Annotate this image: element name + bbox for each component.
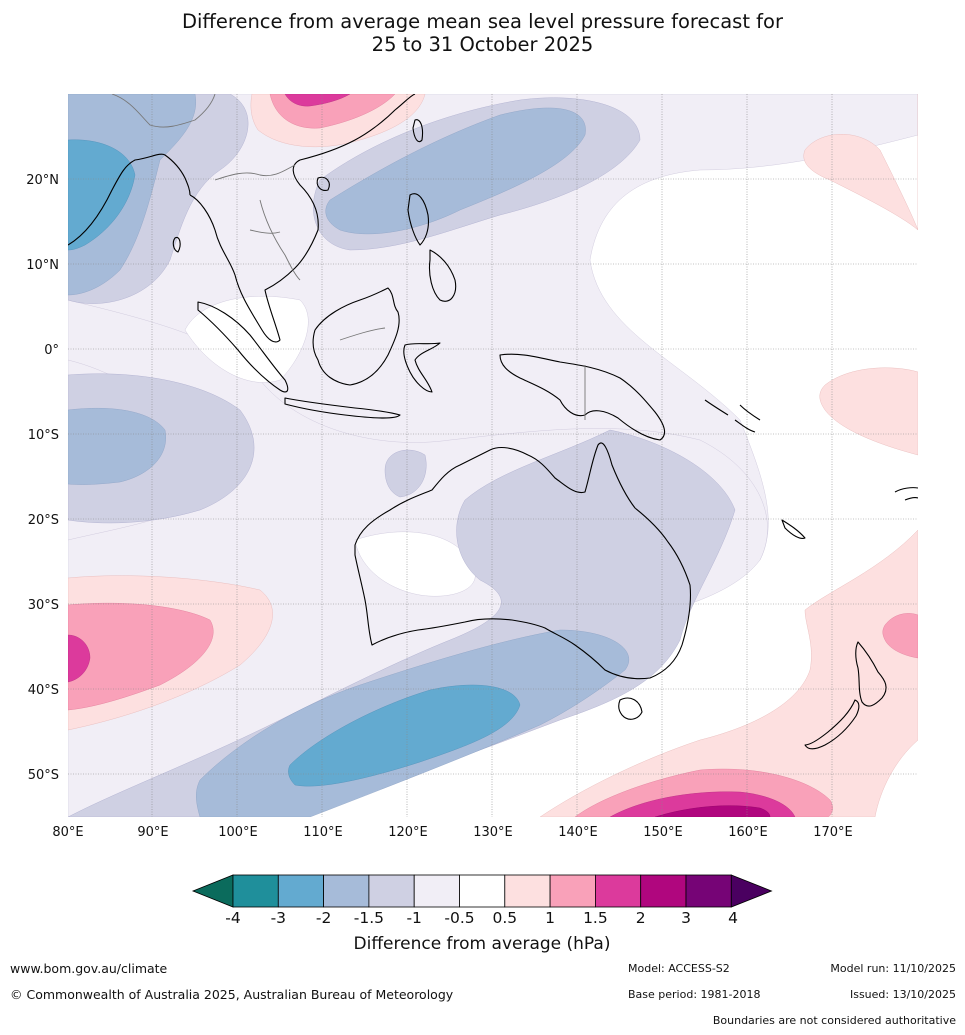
- colorbar-bin: [595, 874, 642, 908]
- anomaly-region-pale-pink-east: [819, 367, 918, 456]
- colorbar-bin: [549, 874, 596, 908]
- title-line-2: 25 to 31 October 2025: [371, 33, 594, 56]
- colorbar-tick-label: -1: [406, 909, 421, 927]
- colorbar-bin: [640, 874, 687, 908]
- coast-fiji: [894, 487, 918, 501]
- anomaly-region-neutral-maritime: [184, 296, 309, 383]
- lat-label-20s: 20°S: [28, 513, 59, 528]
- anomaly-region-pink-east: [882, 613, 918, 659]
- coast-borneo: [312, 287, 400, 386]
- coast-nz-south: [804, 699, 860, 750]
- anomaly-region-magenta-north: [284, 94, 351, 107]
- colorbar-bin: [277, 874, 324, 908]
- coast-australia: [354, 442, 692, 680]
- anomaly-region-pale-pink-ne: [803, 94, 918, 231]
- colorbar-tick-label: -4: [225, 909, 240, 927]
- coast-indochina: [189, 94, 416, 343]
- model-name: Model: ACCESS-S2: [628, 962, 730, 975]
- colorbar-bin: [323, 874, 370, 908]
- lon-label-170e: 170°E: [813, 825, 853, 840]
- copyright-notice: © Commonwealth of Australia 2025, Austra…: [10, 987, 454, 1002]
- lon-label-100e: 100°E: [218, 825, 258, 840]
- anomaly-region-deep-magenta-south: [654, 805, 771, 817]
- coast-india: [68, 153, 191, 246]
- colorbar-tick-label: -2: [316, 909, 331, 927]
- colorbar-tick-label: 2: [636, 909, 646, 927]
- colorbar-extend-high: [730, 874, 773, 908]
- colorbar-tick-label: 3: [681, 909, 691, 927]
- coast-philippines: [407, 193, 457, 302]
- coastlines: [68, 94, 918, 750]
- colorbar-tick-label: 4: [728, 909, 738, 927]
- colorbar-tick-label: 1: [545, 909, 555, 927]
- political-boundaries: [111, 94, 586, 420]
- coast-sri-lanka: [172, 236, 181, 253]
- lon-label-130e: 130°E: [473, 825, 513, 840]
- colorbar-tick-label: 0.5: [492, 909, 517, 927]
- lat-label-0: 0°: [44, 343, 59, 358]
- colorbar-tick-label: -0.5: [444, 909, 474, 927]
- map-title: Difference from average mean sea level p…: [0, 10, 965, 56]
- boundaries-disclaimer: Boundaries are not considered authoritat…: [712, 1014, 956, 1027]
- issued-date: Issued: 13/10/2025: [849, 988, 956, 1001]
- map-plot-area: [68, 94, 918, 817]
- colorbar-bin: [413, 874, 460, 908]
- lon-label-150e: 150°E: [643, 825, 683, 840]
- graticule: [68, 94, 918, 817]
- anomaly-region-mid-blue-nw: [68, 139, 136, 251]
- coast-sumatra: [197, 301, 289, 393]
- longitude-labels: 80°E 90°E 100°E 110°E 120°E 130°E 140°E …: [52, 825, 852, 840]
- anomaly-region-blue-indian: [68, 408, 166, 485]
- coast-taiwan: [412, 119, 424, 143]
- colorbar-bin: [232, 874, 279, 908]
- colorbar-extend-low: [191, 874, 234, 908]
- anomaly-region-blue-scs: [325, 107, 586, 235]
- latitude-labels: 20°N 10°N 0° 10°S 20°S 30°S 40°S 50°S: [26, 173, 59, 783]
- coast-nz-north: [855, 641, 887, 707]
- lat-label-10s: 10°S: [28, 428, 59, 443]
- coast-sulawesi: [403, 342, 441, 393]
- coast-solomons: [704, 399, 761, 433]
- lat-label-30s: 30°S: [28, 598, 59, 613]
- lat-label-40s: 40°S: [28, 683, 59, 698]
- anomaly-region-mid-blue-south: [288, 684, 521, 787]
- base-period: Base period: 1981-2018: [628, 988, 761, 1001]
- lon-label-160e: 160°E: [728, 825, 768, 840]
- coast-new-guinea: [499, 353, 666, 441]
- colorbar-title: Difference from average (hPa): [354, 934, 611, 954]
- lat-label-20n: 20°N: [26, 173, 59, 188]
- lon-label-80e: 80°E: [52, 825, 83, 840]
- title-line-1: Difference from average mean sea level p…: [182, 10, 783, 33]
- website-link[interactable]: www.bom.gov.au/climate: [10, 961, 168, 976]
- colorbar-tick-label: -1.5: [354, 909, 384, 927]
- lon-label-110e: 110°E: [303, 825, 343, 840]
- anomaly-region-pink-west: [68, 602, 214, 711]
- colorbar: [191, 874, 773, 908]
- lon-label-120e: 120°E: [388, 825, 428, 840]
- colorbar-bin: [504, 874, 551, 908]
- colorbar-tick-labels: -4 -3 -2 -1.5 -1 -0.5 0.5 1 1.5 2 3 4: [225, 909, 738, 927]
- lat-label-10n: 10°N: [26, 258, 59, 273]
- anomaly-region-neutral-west-aus: [354, 531, 476, 597]
- colorbar-tick-label: 1.5: [583, 909, 608, 927]
- anomaly-region-lavender-timor: [384, 449, 427, 498]
- lat-label-50s: 50°S: [28, 768, 59, 783]
- coast-new-caledonia: [781, 519, 806, 539]
- colorbar-bin: [685, 874, 732, 908]
- lon-label-90e: 90°E: [137, 825, 168, 840]
- coast-tasmania: [618, 697, 643, 720]
- model-run-date: Model run: 11/10/2025: [830, 962, 956, 975]
- coast-java: [284, 397, 401, 419]
- lon-label-140e: 140°E: [558, 825, 598, 840]
- colorbar-bin: [459, 874, 506, 908]
- anomaly-region-magenta-west: [68, 634, 91, 683]
- coast-hainan: [316, 176, 330, 191]
- colorbar-tick-label: -3: [271, 909, 286, 927]
- colorbar-bin: [368, 874, 415, 908]
